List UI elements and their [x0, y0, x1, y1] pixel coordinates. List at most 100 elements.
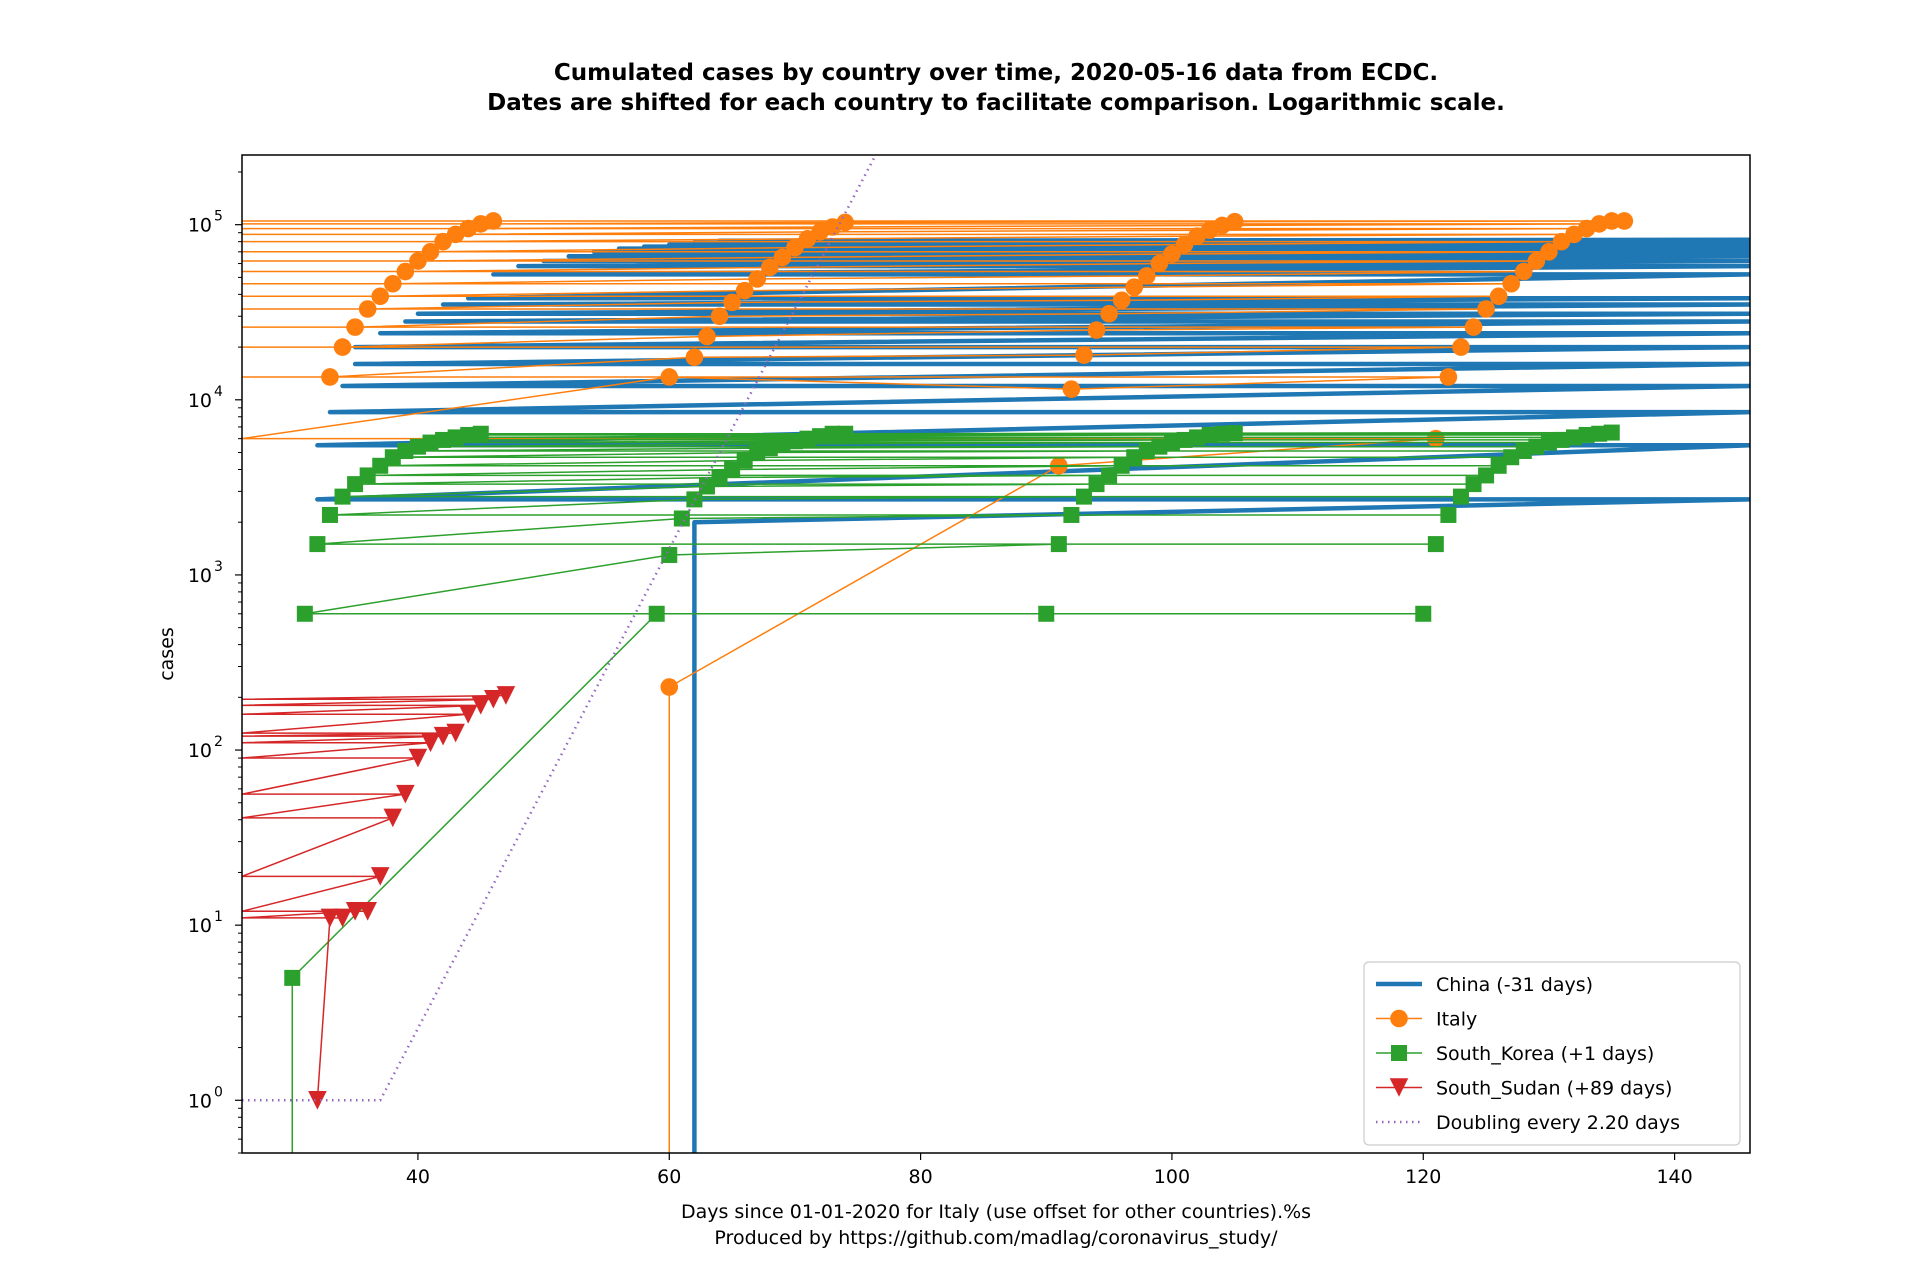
data-point-2-1: [284, 969, 301, 986]
legend-label-4: Doubling every 2.20 days: [1436, 1112, 1680, 1134]
series-layer: [242, 155, 1750, 1153]
legend-item-1: Italy: [1376, 1009, 1477, 1031]
series-line-4: [242, 155, 878, 1102]
data-point-1-29: [371, 287, 390, 306]
plot-frame: [241, 154, 1751, 1154]
data-point-2-42: [774, 435, 791, 452]
chart-subtitle: Dates are shifted for each country to fa…: [487, 90, 1505, 116]
data-point-1-45: [773, 248, 792, 267]
data-point-2-17: [334, 488, 351, 505]
y-tick-exponent-0: 0: [214, 1084, 223, 1100]
data-point-3-1: [320, 908, 340, 928]
data-point-1-1: [660, 678, 679, 696]
y-tick-exponent-5: 5: [214, 209, 223, 225]
data-point-2-7: [1050, 536, 1067, 553]
data-point-3-4: [345, 902, 365, 921]
data-point-3-7: [370, 867, 390, 886]
y-tick-exponent-3: 3: [214, 559, 223, 575]
data-point-2-45: [422, 434, 439, 451]
data-point-1-26: [1112, 291, 1131, 310]
data-point-2-54: [812, 428, 829, 445]
data-point-2-59: [1214, 425, 1231, 442]
data-point-3-2: [333, 908, 352, 928]
data-point-2-6: [661, 546, 678, 563]
data-point-2-10: [673, 510, 690, 527]
data-point-2-3: [1038, 605, 1055, 622]
data-point-2-56: [1578, 426, 1595, 443]
legend-label-0: China (-31 days): [1436, 974, 1593, 996]
data-point-1-50: [786, 238, 804, 257]
y-tick-label-4: 10: [188, 390, 212, 412]
x-tick-label-2: 80: [909, 1166, 933, 1188]
x-tick-label-0: 40: [406, 1166, 430, 1188]
data-point-2-8: [1427, 536, 1444, 553]
data-point-2-64: [1603, 424, 1620, 441]
data-point-1-36: [1138, 267, 1156, 285]
data-point-2-32: [1503, 449, 1520, 466]
data-point-2-41: [409, 438, 426, 455]
data-point-1-6: [1062, 380, 1081, 398]
data-point-1-72: [1602, 212, 1621, 230]
data-point-3-17: [433, 726, 453, 746]
data-point-3-11: [396, 784, 415, 804]
data-point-2-31: [1126, 449, 1143, 466]
data-point-1-51: [1175, 235, 1194, 254]
data-point-1-71: [1225, 212, 1244, 231]
data-point-2-58: [824, 425, 841, 442]
data-point-3-27: [496, 686, 516, 705]
legend-label-1: Italy: [1436, 1009, 1477, 1031]
data-point-2-26: [724, 461, 741, 478]
x-tick-label-5: 140: [1656, 1166, 1692, 1188]
data-point-1-21: [1100, 304, 1118, 323]
y-tick-label-3: 10: [188, 565, 212, 587]
data-point-1-15: [698, 327, 716, 346]
data-point-3-23: [471, 696, 491, 715]
data-point-2-60: [1591, 425, 1608, 442]
data-point-1-31: [1125, 278, 1144, 296]
legend-item-2: South_Korea (+1 days): [1376, 1043, 1654, 1065]
data-point-2-5: [296, 605, 313, 622]
x-tick-label-1: 60: [657, 1166, 681, 1188]
data-point-2-47: [1176, 431, 1193, 448]
data-point-1-70: [836, 213, 854, 232]
series-2: [284, 424, 1620, 1153]
data-point-3-19: [446, 723, 465, 743]
data-point-2-4: [1415, 605, 1432, 622]
series-line-1: [242, 220, 1625, 1153]
y-axis-label: cases: [156, 627, 178, 681]
data-point-1-9: [321, 368, 339, 386]
data-point-2-19: [1088, 476, 1105, 493]
data-point-3-9: [383, 808, 403, 828]
data-point-2-15: [1075, 488, 1092, 505]
data-point-2-38: [761, 440, 778, 457]
data-point-2-39: [1151, 438, 1168, 455]
data-point-1-47: [1540, 243, 1558, 261]
data-point-2-25: [359, 467, 376, 484]
data-point-1-46: [1163, 245, 1181, 263]
data-point-1-44: [409, 252, 427, 270]
legend-marker-1: [1390, 1009, 1408, 1028]
series-4: [242, 155, 878, 1102]
data-point-1-24: [358, 300, 377, 318]
data-point-1-14: [333, 338, 352, 356]
data-point-1-41: [1150, 254, 1169, 273]
data-point-2-20: [1465, 476, 1482, 493]
data-point-1-20: [710, 307, 729, 326]
data-point-1-34: [384, 274, 402, 293]
data-point-3-25: [484, 689, 503, 709]
data-point-1-12: [1452, 338, 1470, 356]
series-1: [242, 212, 1634, 1153]
data-point-1-49: [421, 243, 440, 261]
data-point-1-19: [346, 318, 364, 336]
data-point-2-33: [384, 449, 401, 466]
data-point-2-40: [1528, 438, 1545, 455]
data-point-1-17: [1464, 318, 1483, 336]
data-point-2-16: [1452, 488, 1469, 505]
data-point-2-55: [1201, 426, 1218, 443]
legend-label-2: South_Korea (+1 days): [1436, 1043, 1654, 1065]
data-point-2-43: [1163, 434, 1180, 451]
chart-title: Cumulated cases by country over time, 20…: [554, 60, 1438, 86]
legend-item-3: South_Sudan (+89 days): [1376, 1078, 1672, 1100]
data-point-1-35: [748, 270, 767, 288]
